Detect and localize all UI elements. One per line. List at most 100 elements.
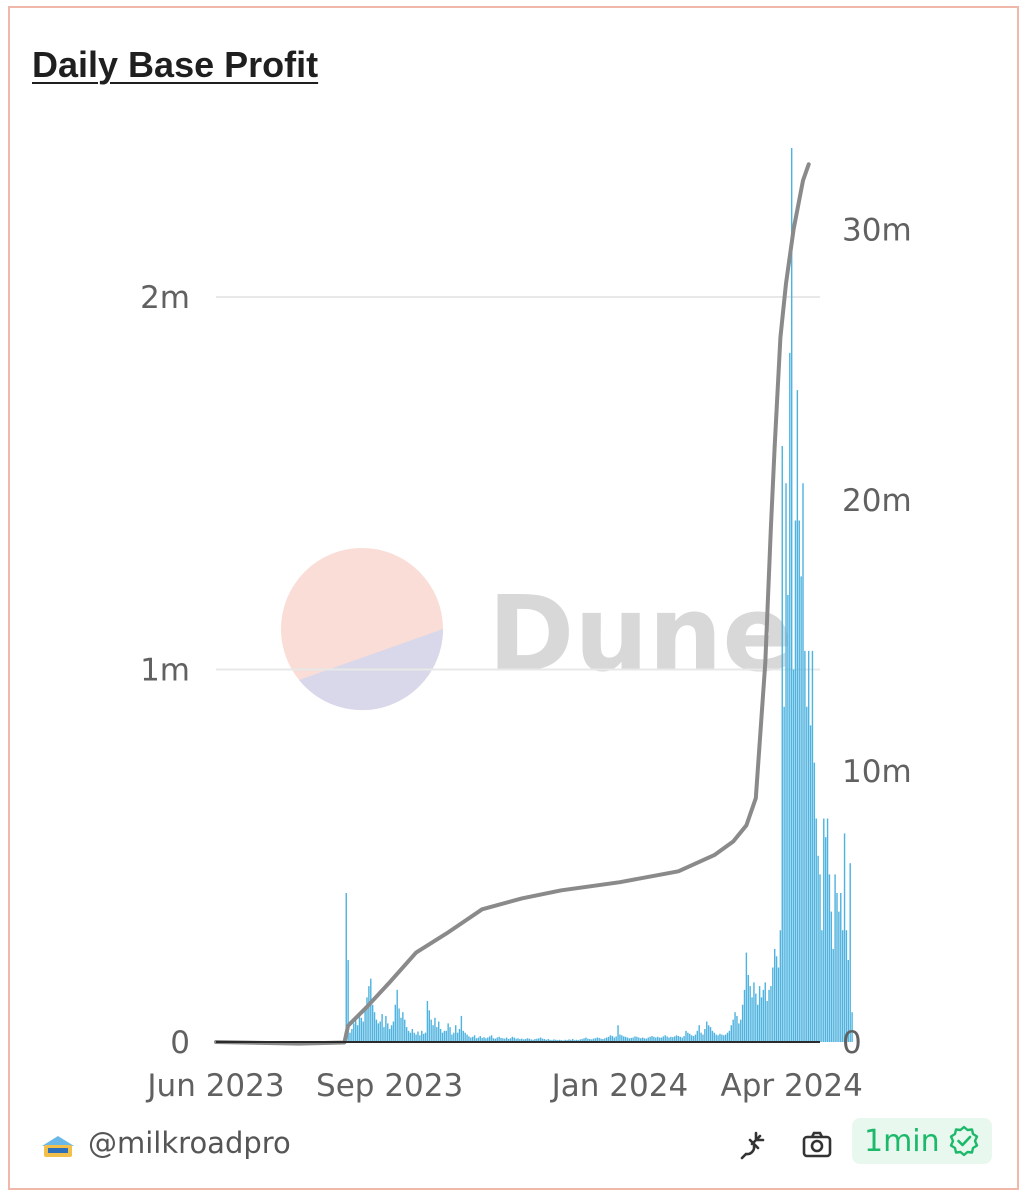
bar	[409, 1032, 412, 1042]
bar	[564, 1039, 566, 1042]
chart-card: Daily Base Profit Dune 0 1m 2m 0 10m 20m 30m Ju…	[8, 6, 1019, 1190]
bar	[600, 1038, 602, 1042]
bar	[375, 1019, 378, 1042]
bar	[792, 669, 795, 1042]
bar	[779, 930, 782, 1042]
bar	[441, 1032, 444, 1042]
bar	[530, 1039, 532, 1042]
bar	[509, 1038, 512, 1042]
bar	[436, 1027, 438, 1042]
bar	[692, 1036, 695, 1042]
bar	[381, 1014, 383, 1042]
bar	[685, 1030, 687, 1042]
bar	[662, 1036, 665, 1042]
bar	[743, 989, 746, 1042]
bar	[747, 974, 749, 1042]
bar	[447, 1023, 449, 1043]
bar	[475, 1038, 478, 1042]
bar	[602, 1039, 604, 1042]
bar	[579, 1039, 581, 1042]
bar	[700, 1032, 702, 1042]
bar	[424, 1032, 427, 1042]
bar	[598, 1037, 600, 1042]
bar	[587, 1038, 589, 1042]
bar	[841, 930, 844, 1042]
bar	[492, 1038, 495, 1042]
bar	[504, 1038, 506, 1042]
bar	[738, 1023, 740, 1043]
bar	[483, 1037, 485, 1042]
camera-icon[interactable]	[800, 1128, 834, 1162]
bar	[764, 982, 766, 1042]
bar	[371, 1004, 374, 1042]
bar	[594, 1038, 597, 1042]
bar	[658, 1037, 661, 1042]
milkroad-logo	[42, 1136, 74, 1157]
bar	[570, 1039, 572, 1042]
bar	[775, 956, 778, 1042]
bar	[388, 1028, 391, 1042]
chart-title[interactable]: Daily Base Profit	[32, 44, 319, 85]
cumulative-line	[214, 162, 811, 1046]
y-left-tick-label: 0	[170, 1025, 190, 1061]
bar	[804, 650, 806, 1043]
bar	[453, 1032, 455, 1042]
bar	[443, 1030, 446, 1042]
bar	[581, 1039, 583, 1042]
bar	[813, 762, 816, 1043]
bar	[596, 1037, 598, 1042]
bar	[766, 1001, 768, 1042]
check-badge-icon	[949, 1125, 978, 1157]
bar	[666, 1036, 668, 1042]
bar	[683, 1036, 685, 1042]
bar	[706, 1021, 708, 1042]
bar	[768, 989, 770, 1042]
bar	[358, 1012, 361, 1042]
bar	[707, 1025, 710, 1042]
bar	[687, 1032, 689, 1042]
bar	[622, 1036, 625, 1042]
bar	[458, 1028, 461, 1042]
bar	[349, 1032, 351, 1042]
bar	[396, 989, 398, 1042]
author-handle[interactable]: @milkroadpro	[88, 1126, 291, 1160]
bar	[354, 1019, 357, 1042]
refresh-badge[interactable]: 1min	[852, 1118, 992, 1164]
bar	[373, 1012, 376, 1042]
bar	[815, 818, 817, 1042]
bar	[823, 818, 825, 1042]
bar	[400, 1017, 402, 1042]
bar	[790, 148, 793, 1042]
bar	[619, 1034, 621, 1042]
bar	[471, 1036, 474, 1042]
bar	[807, 650, 810, 1043]
bar	[534, 1039, 536, 1042]
bar	[777, 967, 780, 1042]
bar	[609, 1035, 612, 1042]
bar	[417, 1031, 419, 1042]
bar	[647, 1037, 649, 1042]
bar	[356, 1025, 359, 1042]
bar	[494, 1038, 497, 1042]
bar	[470, 1037, 472, 1042]
bar	[681, 1037, 683, 1042]
bar	[649, 1036, 651, 1042]
bar	[353, 1023, 355, 1043]
bar	[736, 1015, 738, 1042]
bar	[481, 1037, 483, 1042]
plug-icon[interactable]	[736, 1128, 770, 1162]
bar	[628, 1038, 631, 1042]
bar	[702, 1034, 704, 1042]
bar	[800, 576, 802, 1043]
bar	[477, 1037, 480, 1042]
bar	[473, 1035, 476, 1042]
bar	[413, 1032, 415, 1042]
cumulative-line-series	[214, 162, 811, 1046]
bar	[770, 986, 772, 1043]
bar	[521, 1038, 523, 1042]
bar	[488, 1036, 491, 1042]
bar	[677, 1036, 680, 1042]
bar	[589, 1039, 591, 1042]
bar	[696, 1030, 699, 1042]
bar	[370, 978, 372, 1042]
